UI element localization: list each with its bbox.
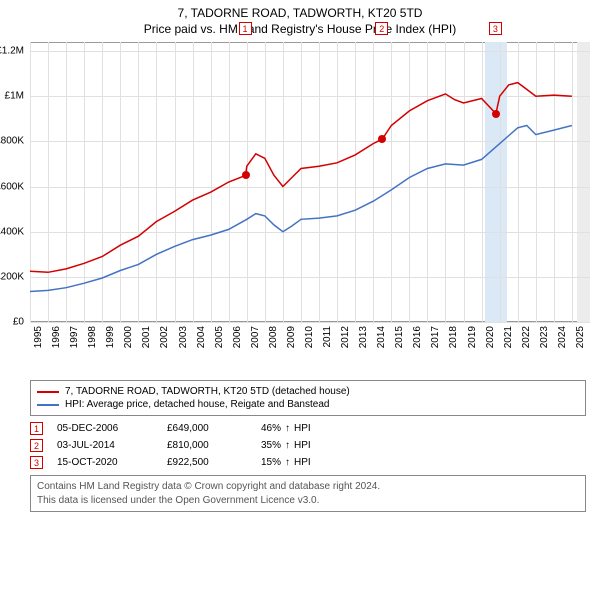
sale-diff: 35% ↑ HPI	[261, 440, 311, 451]
x-axis-label: 2021	[503, 326, 514, 348]
sale-number-badge: 2	[30, 439, 43, 452]
attribution-line2: This data is licensed under the Open Gov…	[37, 494, 579, 508]
x-axis-label: 2011	[322, 326, 333, 348]
x-axis-label: 2010	[304, 326, 315, 348]
x-axis-label: 2008	[268, 326, 279, 348]
sale-marker-dot	[242, 171, 250, 179]
y-axis-label: £600K	[0, 181, 24, 192]
x-axis-label: 1995	[33, 326, 44, 348]
legend-swatch	[37, 391, 59, 393]
line-series	[30, 42, 590, 322]
title-subtitle: Price paid vs. HM Land Registry's House …	[0, 22, 600, 36]
x-axis-label: 1998	[87, 326, 98, 348]
sale-diff: 15% ↑ HPI	[261, 457, 311, 468]
arrow-up-icon: ↑	[285, 440, 290, 451]
sale-marker-label: 3	[489, 22, 502, 35]
sale-number-badge: 1	[30, 422, 43, 435]
sale-marker-dot	[378, 135, 386, 143]
sale-marker-label: 2	[375, 22, 388, 35]
x-axis-label: 2018	[448, 326, 459, 348]
x-axis-label: 2013	[358, 326, 369, 348]
sale-diff-pct: 15%	[261, 457, 281, 468]
legend-box: 7, TADORNE ROAD, TADWORTH, KT20 5TD (det…	[30, 380, 586, 416]
chart-card: 7, TADORNE ROAD, TADWORTH, KT20 5TD Pric…	[0, 0, 600, 512]
title-address: 7, TADORNE ROAD, TADWORTH, KT20 5TD	[0, 6, 600, 20]
chart-area: 123 £0£200K£400K£600K£800K£1M£1.2M 19951…	[30, 42, 590, 380]
legend-row: 7, TADORNE ROAD, TADWORTH, KT20 5TD (det…	[37, 385, 579, 398]
sale-marker-dot	[492, 110, 500, 118]
sale-diff-pct: 35%	[261, 440, 281, 451]
legend-label: 7, TADORNE ROAD, TADWORTH, KT20 5TD (det…	[65, 386, 350, 397]
sale-price: £649,000	[167, 423, 247, 434]
sale-price: £922,500	[167, 457, 247, 468]
sale-date: 05-DEC-2006	[57, 423, 153, 434]
x-axis-label: 2007	[250, 326, 261, 348]
sale-row: 1 05-DEC-2006 £649,000 46% ↑ HPI	[30, 420, 586, 437]
x-axis-label: 2005	[214, 326, 225, 348]
sale-diff-suffix: HPI	[294, 440, 311, 451]
gridline-y	[30, 322, 590, 323]
x-axis-label: 1999	[105, 326, 116, 348]
x-axis-label: 1997	[69, 326, 80, 348]
legend-label: HPI: Average price, detached house, Reig…	[65, 399, 329, 410]
x-axis-label: 2009	[286, 326, 297, 348]
sale-price: £810,000	[167, 440, 247, 451]
sale-row: 3 15-OCT-2020 £922,500 15% ↑ HPI	[30, 454, 586, 471]
sale-diff: 46% ↑ HPI	[261, 423, 311, 434]
y-axis-label: £800K	[0, 136, 24, 147]
x-axis-label: 2015	[394, 326, 405, 348]
legend-swatch	[37, 404, 59, 406]
x-axis-label: 2014	[376, 326, 387, 348]
x-axis-label: 2000	[123, 326, 134, 348]
attribution-box: Contains HM Land Registry data © Crown c…	[30, 475, 586, 512]
x-axis-label: 2006	[232, 326, 243, 348]
x-axis-label: 2024	[557, 326, 568, 348]
x-axis-label: 1996	[51, 326, 62, 348]
sale-number-badge: 3	[30, 456, 43, 469]
y-axis-label: £1.2M	[0, 46, 24, 57]
x-axis-label: 2001	[141, 326, 152, 348]
sale-date: 15-OCT-2020	[57, 457, 153, 468]
series-property	[30, 83, 572, 273]
y-axis-label: £400K	[0, 226, 24, 237]
x-axis-label: 2012	[340, 326, 351, 348]
sale-diff-pct: 46%	[261, 423, 281, 434]
x-axis-label: 2017	[430, 326, 441, 348]
attribution-line1: Contains HM Land Registry data © Crown c…	[37, 480, 579, 494]
sale-row: 2 03-JUL-2014 £810,000 35% ↑ HPI	[30, 437, 586, 454]
x-axis-label: 2002	[159, 326, 170, 348]
arrow-up-icon: ↑	[285, 423, 290, 434]
sale-diff-suffix: HPI	[294, 423, 311, 434]
x-axis-label: 2022	[521, 326, 532, 348]
x-axis-label: 2003	[178, 326, 189, 348]
y-axis-label: £200K	[0, 271, 24, 282]
x-axis-label: 2020	[485, 326, 496, 348]
y-axis-label: £1M	[5, 91, 24, 102]
x-axis-label: 2025	[575, 326, 586, 348]
x-axis-label: 2004	[196, 326, 207, 348]
sale-date: 03-JUL-2014	[57, 440, 153, 451]
chart-titles: 7, TADORNE ROAD, TADWORTH, KT20 5TD Pric…	[0, 0, 600, 38]
sale-list: 1 05-DEC-2006 £649,000 46% ↑ HPI 2 03-JUL-2014 £…	[30, 420, 586, 471]
y-axis-label: £0	[13, 317, 24, 328]
x-axis-label: 2016	[412, 326, 423, 348]
arrow-up-icon: ↑	[285, 457, 290, 468]
legend-row: HPI: Average price, detached house, Reig…	[37, 398, 579, 411]
x-axis-label: 2019	[467, 326, 478, 348]
sale-marker-label: 1	[239, 22, 252, 35]
x-axis-label: 2023	[539, 326, 550, 348]
series-hpi	[30, 126, 572, 292]
sale-diff-suffix: HPI	[294, 457, 311, 468]
